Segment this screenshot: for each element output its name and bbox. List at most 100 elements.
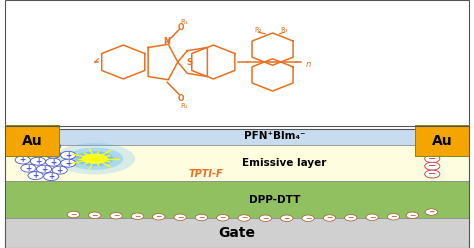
- Ellipse shape: [76, 151, 114, 166]
- Circle shape: [37, 134, 53, 142]
- Circle shape: [44, 173, 59, 181]
- Circle shape: [52, 166, 67, 174]
- Text: −: −: [134, 212, 141, 221]
- Circle shape: [174, 214, 186, 220]
- Circle shape: [46, 142, 61, 150]
- Circle shape: [217, 215, 229, 221]
- Text: −: −: [428, 139, 437, 149]
- Circle shape: [131, 213, 144, 219]
- Ellipse shape: [55, 143, 135, 175]
- Circle shape: [425, 170, 440, 178]
- Text: +: +: [25, 164, 32, 173]
- Text: −: −: [262, 214, 269, 223]
- Text: +: +: [50, 158, 56, 167]
- Text: −: −: [198, 213, 205, 222]
- FancyBboxPatch shape: [5, 126, 469, 145]
- Text: Emissive layer: Emissive layer: [242, 158, 327, 168]
- Text: −: −: [70, 210, 77, 219]
- Circle shape: [425, 209, 438, 215]
- Text: −: −: [326, 214, 333, 222]
- Circle shape: [406, 212, 419, 218]
- Text: DPP-DTT: DPP-DTT: [249, 195, 301, 205]
- Circle shape: [30, 141, 46, 149]
- Text: +: +: [19, 139, 26, 148]
- Text: +: +: [25, 131, 32, 140]
- Circle shape: [61, 159, 76, 167]
- Circle shape: [366, 214, 378, 220]
- Text: −: −: [409, 211, 416, 220]
- Text: −: −: [219, 213, 226, 222]
- Text: −: −: [428, 161, 437, 171]
- Circle shape: [425, 162, 440, 170]
- Circle shape: [15, 156, 30, 164]
- Text: Au: Au: [432, 134, 452, 148]
- Circle shape: [36, 165, 52, 173]
- Text: +: +: [35, 157, 41, 166]
- Circle shape: [30, 149, 46, 157]
- Text: +: +: [50, 150, 56, 159]
- Circle shape: [425, 133, 440, 141]
- Circle shape: [21, 131, 36, 139]
- Circle shape: [345, 215, 357, 221]
- Text: −: −: [428, 146, 437, 156]
- Circle shape: [46, 150, 61, 158]
- Circle shape: [21, 164, 36, 172]
- Text: +: +: [56, 166, 63, 175]
- Circle shape: [425, 140, 440, 148]
- FancyBboxPatch shape: [5, 181, 469, 218]
- Text: −: −: [390, 212, 397, 221]
- Text: −: −: [428, 132, 437, 142]
- Text: Au: Au: [22, 134, 42, 148]
- Circle shape: [89, 212, 101, 218]
- Circle shape: [281, 215, 293, 221]
- Circle shape: [425, 155, 440, 163]
- Text: −: −: [347, 213, 354, 222]
- Text: +: +: [19, 155, 26, 164]
- Text: −: −: [113, 211, 119, 220]
- Text: −: −: [428, 208, 435, 217]
- FancyBboxPatch shape: [5, 218, 469, 248]
- Circle shape: [387, 214, 400, 220]
- Circle shape: [302, 215, 314, 221]
- Text: −: −: [241, 214, 247, 222]
- Text: −: −: [428, 154, 437, 164]
- Circle shape: [153, 214, 165, 220]
- Text: +: +: [32, 171, 39, 180]
- Text: −: −: [283, 214, 290, 223]
- Text: Gate: Gate: [219, 226, 255, 240]
- Circle shape: [259, 215, 272, 221]
- Text: −: −: [369, 213, 375, 222]
- Circle shape: [15, 140, 30, 148]
- Circle shape: [238, 215, 250, 221]
- Ellipse shape: [66, 148, 123, 170]
- Circle shape: [28, 172, 43, 180]
- FancyBboxPatch shape: [415, 125, 469, 156]
- Text: +: +: [35, 149, 41, 157]
- Text: TPTI-F: TPTI-F: [189, 169, 224, 179]
- Text: +: +: [41, 165, 47, 174]
- Circle shape: [323, 215, 336, 221]
- FancyBboxPatch shape: [5, 125, 59, 156]
- Text: +: +: [35, 141, 41, 150]
- Circle shape: [15, 148, 30, 156]
- Circle shape: [67, 211, 80, 218]
- Text: +: +: [65, 159, 72, 168]
- FancyBboxPatch shape: [5, 145, 469, 181]
- Ellipse shape: [82, 154, 108, 164]
- Text: +: +: [50, 142, 56, 151]
- Text: −: −: [155, 212, 162, 221]
- Text: +: +: [42, 133, 48, 142]
- FancyBboxPatch shape: [5, 0, 469, 129]
- Text: −: −: [177, 213, 183, 222]
- Text: −: −: [428, 169, 437, 179]
- Text: +: +: [65, 151, 72, 160]
- Text: −: −: [305, 214, 311, 223]
- Circle shape: [46, 158, 61, 166]
- Text: +: +: [19, 147, 26, 156]
- Circle shape: [30, 157, 46, 165]
- Circle shape: [195, 214, 208, 221]
- Circle shape: [110, 213, 122, 219]
- Text: +: +: [48, 172, 55, 181]
- Text: PFN⁺Blm₄⁻: PFN⁺Blm₄⁻: [244, 131, 306, 141]
- Text: −: −: [91, 211, 98, 220]
